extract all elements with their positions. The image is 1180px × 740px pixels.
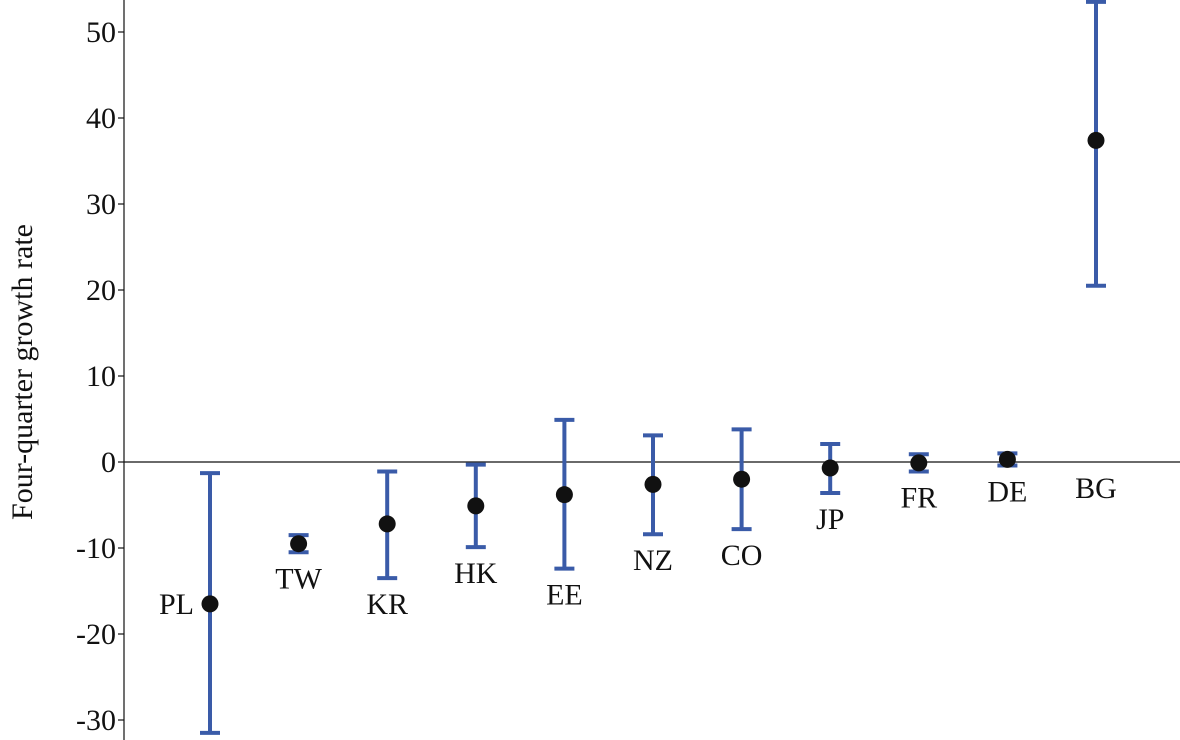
category-label-jp: JP: [816, 503, 844, 536]
y-tick-label: -10: [76, 532, 116, 565]
category-label-fr: FR: [900, 481, 937, 514]
point-jp: [821, 459, 839, 477]
y-tick-label: 40: [86, 102, 116, 135]
point-de: [998, 450, 1016, 468]
point-fr: [910, 454, 928, 472]
point-co: [733, 470, 751, 488]
errorbar-layer: [200, 0, 1106, 735]
category-label-ee: EE: [546, 579, 583, 612]
point-hk: [467, 497, 485, 515]
point-bg: [1087, 131, 1105, 149]
y-tick-label: -30: [76, 704, 116, 737]
point-layer: [201, 131, 1105, 613]
category-label-tw: TW: [275, 562, 322, 595]
y-tick-label: 10: [86, 360, 116, 393]
y-tick-label: 0: [101, 446, 116, 479]
y-tick-label: 30: [86, 188, 116, 221]
y-tick-label: 20: [86, 274, 116, 307]
category-label-pl: PL: [159, 588, 194, 621]
category-label-hk: HK: [454, 557, 498, 590]
point-pl: [201, 595, 219, 613]
y-axis-title: Four-quarter growth rate: [6, 224, 39, 520]
point-kr: [378, 515, 396, 533]
category-label-nz: NZ: [633, 544, 673, 577]
y-tick-label: -20: [76, 618, 116, 651]
y-tick-label: 50: [86, 16, 116, 49]
axis-layer: 50 40 30 20 10 0 -10 -20 -30: [76, 0, 1180, 740]
point-tw: [290, 535, 308, 553]
category-label-co: CO: [721, 539, 763, 572]
point-nz: [644, 475, 662, 493]
category-label-bg: BG: [1075, 472, 1117, 505]
category-label-kr: KR: [366, 588, 408, 621]
point-ee: [555, 486, 573, 504]
category-label-de: DE: [987, 475, 1027, 508]
category-label-layer: PL TW KR HK EE NZ CO JP FR DE BG: [159, 472, 1117, 621]
